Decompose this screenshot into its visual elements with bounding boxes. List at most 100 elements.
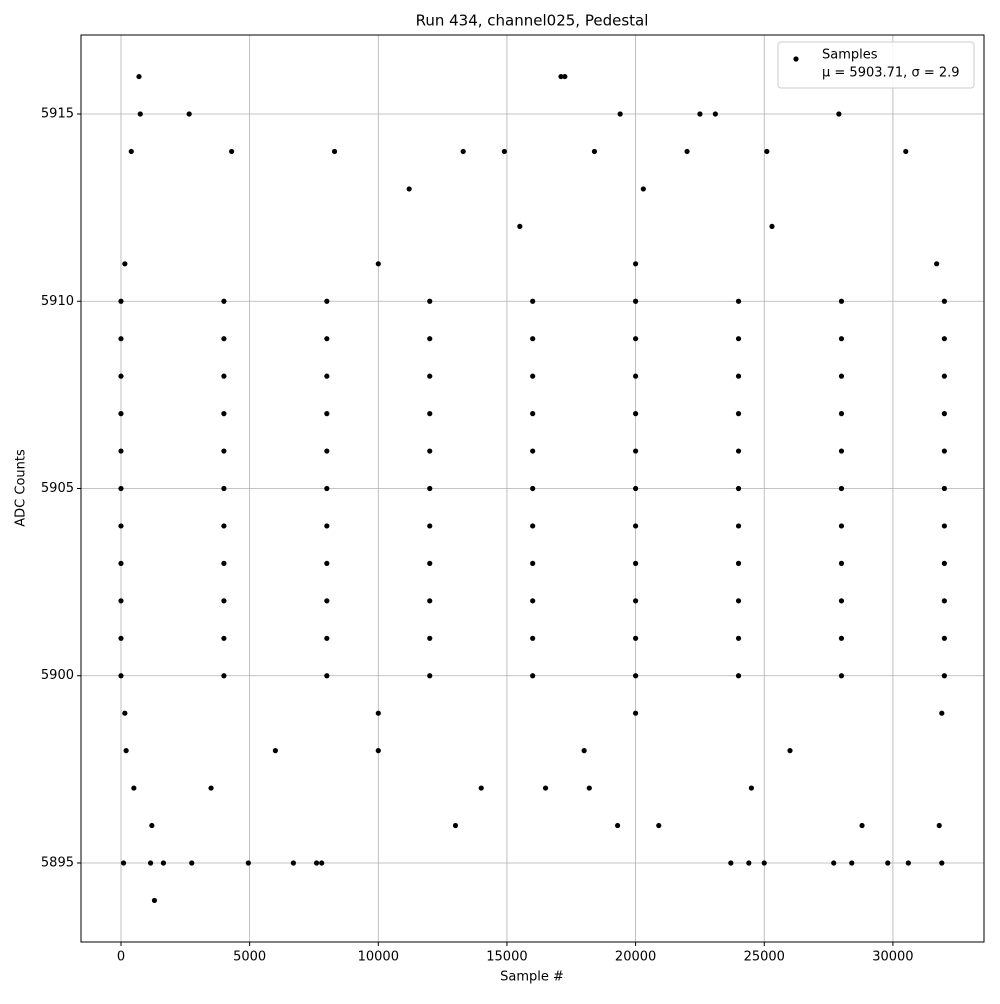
point xyxy=(118,448,124,454)
point xyxy=(941,298,947,304)
point xyxy=(427,485,433,492)
point xyxy=(941,485,947,492)
point xyxy=(787,748,793,754)
point xyxy=(530,373,536,379)
point xyxy=(245,860,251,866)
point xyxy=(221,523,227,529)
point xyxy=(136,73,142,80)
point xyxy=(746,860,752,866)
point xyxy=(838,598,845,604)
point xyxy=(934,261,940,267)
points xyxy=(118,73,947,904)
point xyxy=(131,785,137,791)
point xyxy=(838,635,845,641)
point xyxy=(735,598,742,604)
point xyxy=(633,523,639,529)
point xyxy=(735,411,742,417)
point xyxy=(221,598,227,604)
point xyxy=(558,73,564,80)
point xyxy=(324,523,330,529)
point xyxy=(324,485,330,492)
legend-note: μ = 5903.71, σ = 2.9 xyxy=(822,66,960,81)
point xyxy=(118,485,124,492)
point xyxy=(735,298,742,304)
point xyxy=(530,598,536,604)
point xyxy=(324,411,330,417)
point xyxy=(460,148,466,155)
point xyxy=(118,298,124,304)
point xyxy=(530,448,536,454)
point xyxy=(120,860,127,866)
point xyxy=(656,822,662,829)
point xyxy=(324,336,330,342)
point xyxy=(764,148,770,155)
y-tick-label: 5905 xyxy=(41,481,74,496)
point xyxy=(939,860,945,866)
point xyxy=(633,448,639,454)
point xyxy=(186,111,192,117)
point xyxy=(427,411,433,417)
point xyxy=(735,560,742,566)
x-tick-label: 15000 xyxy=(486,950,527,965)
point xyxy=(221,373,227,379)
y-tick-label: 5900 xyxy=(41,668,74,683)
point xyxy=(530,298,536,304)
point xyxy=(118,336,124,342)
point xyxy=(941,635,947,641)
point xyxy=(859,822,865,829)
y-tick-label: 5910 xyxy=(41,294,74,309)
point xyxy=(324,373,330,379)
point xyxy=(836,111,842,117)
x-tick-label: 30000 xyxy=(872,950,913,965)
point xyxy=(324,673,330,679)
point xyxy=(761,860,767,866)
point xyxy=(147,860,154,866)
point xyxy=(427,598,433,604)
point xyxy=(128,148,134,155)
point xyxy=(905,860,911,866)
x-tick-label: 5000 xyxy=(233,950,266,965)
x-tick-label: 10000 xyxy=(358,950,399,965)
point xyxy=(633,598,639,604)
point xyxy=(684,148,690,155)
point xyxy=(941,411,947,417)
point xyxy=(118,560,124,566)
point xyxy=(324,598,330,604)
point xyxy=(838,336,845,342)
point xyxy=(941,560,947,566)
point xyxy=(542,785,549,791)
x-axis-label: Sample # xyxy=(500,970,564,985)
point xyxy=(427,560,433,566)
point xyxy=(838,373,845,379)
point xyxy=(633,710,639,716)
point xyxy=(427,635,433,641)
point xyxy=(633,261,639,267)
point xyxy=(324,635,330,641)
point xyxy=(118,523,124,529)
legend-marker xyxy=(793,56,799,62)
point xyxy=(331,148,338,155)
point xyxy=(633,485,639,492)
point xyxy=(324,560,330,566)
point xyxy=(123,748,129,754)
point xyxy=(885,860,891,866)
point xyxy=(221,411,227,417)
point xyxy=(591,148,598,155)
point xyxy=(530,336,536,342)
point xyxy=(122,261,128,267)
legend: Samples μ = 5903.71, σ = 2.9 xyxy=(777,41,975,89)
point xyxy=(375,710,381,716)
point xyxy=(735,448,742,454)
point xyxy=(221,336,227,342)
point xyxy=(838,448,845,454)
chart-title: Run 434, channel025, Pedestal xyxy=(416,12,649,30)
point xyxy=(941,448,947,454)
point xyxy=(530,411,536,417)
point xyxy=(735,635,742,641)
point xyxy=(633,560,639,566)
point xyxy=(633,411,639,417)
y-tick-label: 5915 xyxy=(41,107,74,122)
point xyxy=(530,635,536,641)
y-tick-label: 5895 xyxy=(41,855,74,870)
point xyxy=(903,148,909,155)
